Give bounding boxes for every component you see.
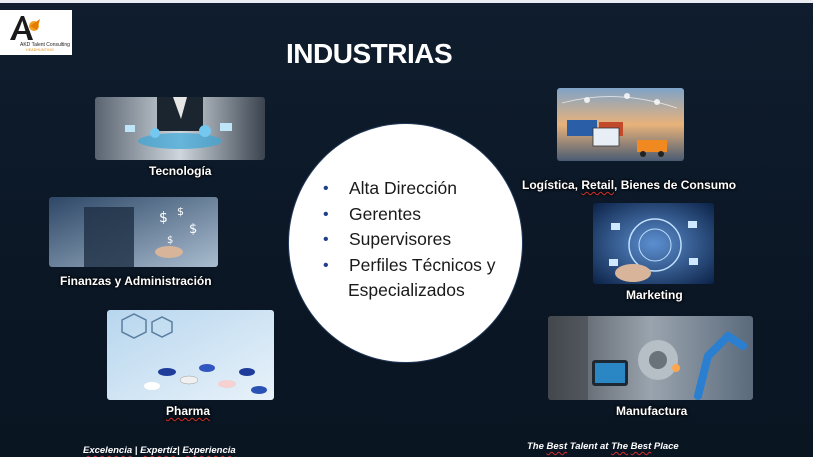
footer-sep-1: |: [132, 445, 141, 456]
tile-tecnologia: [95, 97, 265, 160]
svg-text:$: $: [159, 210, 168, 226]
footer-excelencia: Excelencia: [83, 445, 133, 456]
technology-image-icon: [95, 97, 265, 160]
bullet-supervisores: Supervisores: [319, 227, 496, 253]
slogan-the-2: The: [611, 441, 629, 452]
label-logistica-prefix: Logística,: [522, 178, 579, 192]
manufacturing-image-icon: [548, 316, 753, 400]
footer-sep-2: |: [177, 445, 183, 456]
bullet-perfiles: Perfiles Técnicos y: [319, 253, 496, 279]
footer-slogan: The Best Talent at The Best Place: [527, 441, 679, 452]
pharma-image-icon: [107, 310, 274, 400]
page-title: INDUSTRIAS: [286, 38, 453, 69]
logistics-image-icon: [557, 88, 684, 161]
label-logistica: Logística, Retail, Bienes de Consumo: [522, 178, 736, 192]
logo-tagline: HEADHUNTING: [26, 48, 54, 52]
svg-text:$: $: [189, 222, 197, 237]
tile-logistica: [557, 88, 684, 161]
finance-image-icon: $ $ $ $: [49, 197, 218, 267]
tile-finanzas: $ $ $ $: [49, 197, 218, 267]
svg-text:$: $: [167, 235, 173, 246]
tile-manufactura: [548, 316, 753, 400]
center-bullet-list: Alta Dirección Gerentes Supervisores Per…: [319, 176, 496, 304]
marketing-image-icon: [593, 203, 714, 284]
label-pharma: Pharma: [166, 404, 210, 418]
bullet-gerentes: Gerentes: [319, 202, 496, 228]
label-logistica-retail: Retail: [581, 178, 615, 192]
top-divider: [0, 0, 813, 3]
label-manufactura: Manufactura: [616, 404, 688, 418]
company-logo: AKD Talent Consulting HEADHUNTING: [0, 10, 72, 55]
center-circle: Alta Dirección Gerentes Supervisores Per…: [288, 123, 523, 363]
bullet-perfiles-continued: Especializados: [348, 280, 465, 300]
slogan-best-1: Best: [546, 441, 568, 452]
bullet-alta-direccion: Alta Dirección: [319, 176, 496, 202]
logo-name: AKD Talent Consulting: [20, 42, 70, 48]
svg-text:$: $: [177, 205, 184, 218]
footer-expertiz: Expertíz: [140, 445, 178, 456]
label-pharma-text: Pharma: [166, 404, 211, 418]
footer-values: Excelencia | Expertíz| Experiencia: [83, 445, 236, 456]
label-logistica-suffix: , Bienes de Consumo: [614, 178, 737, 192]
label-marketing: Marketing: [626, 288, 683, 302]
slogan-best-2: Best: [630, 441, 652, 452]
slogan-part-1: The: [527, 441, 547, 452]
slogan-part-2: Talent at: [567, 441, 612, 452]
tile-pharma: [107, 310, 274, 400]
tile-marketing: [593, 203, 714, 284]
label-finanzas: Finanzas y Administración: [60, 274, 212, 288]
slogan-part-4: Place: [651, 441, 679, 452]
footer-experiencia: Experiencia: [182, 445, 236, 456]
label-tecnologia: Tecnología: [149, 164, 212, 178]
logo-mark-icon: [10, 16, 40, 40]
